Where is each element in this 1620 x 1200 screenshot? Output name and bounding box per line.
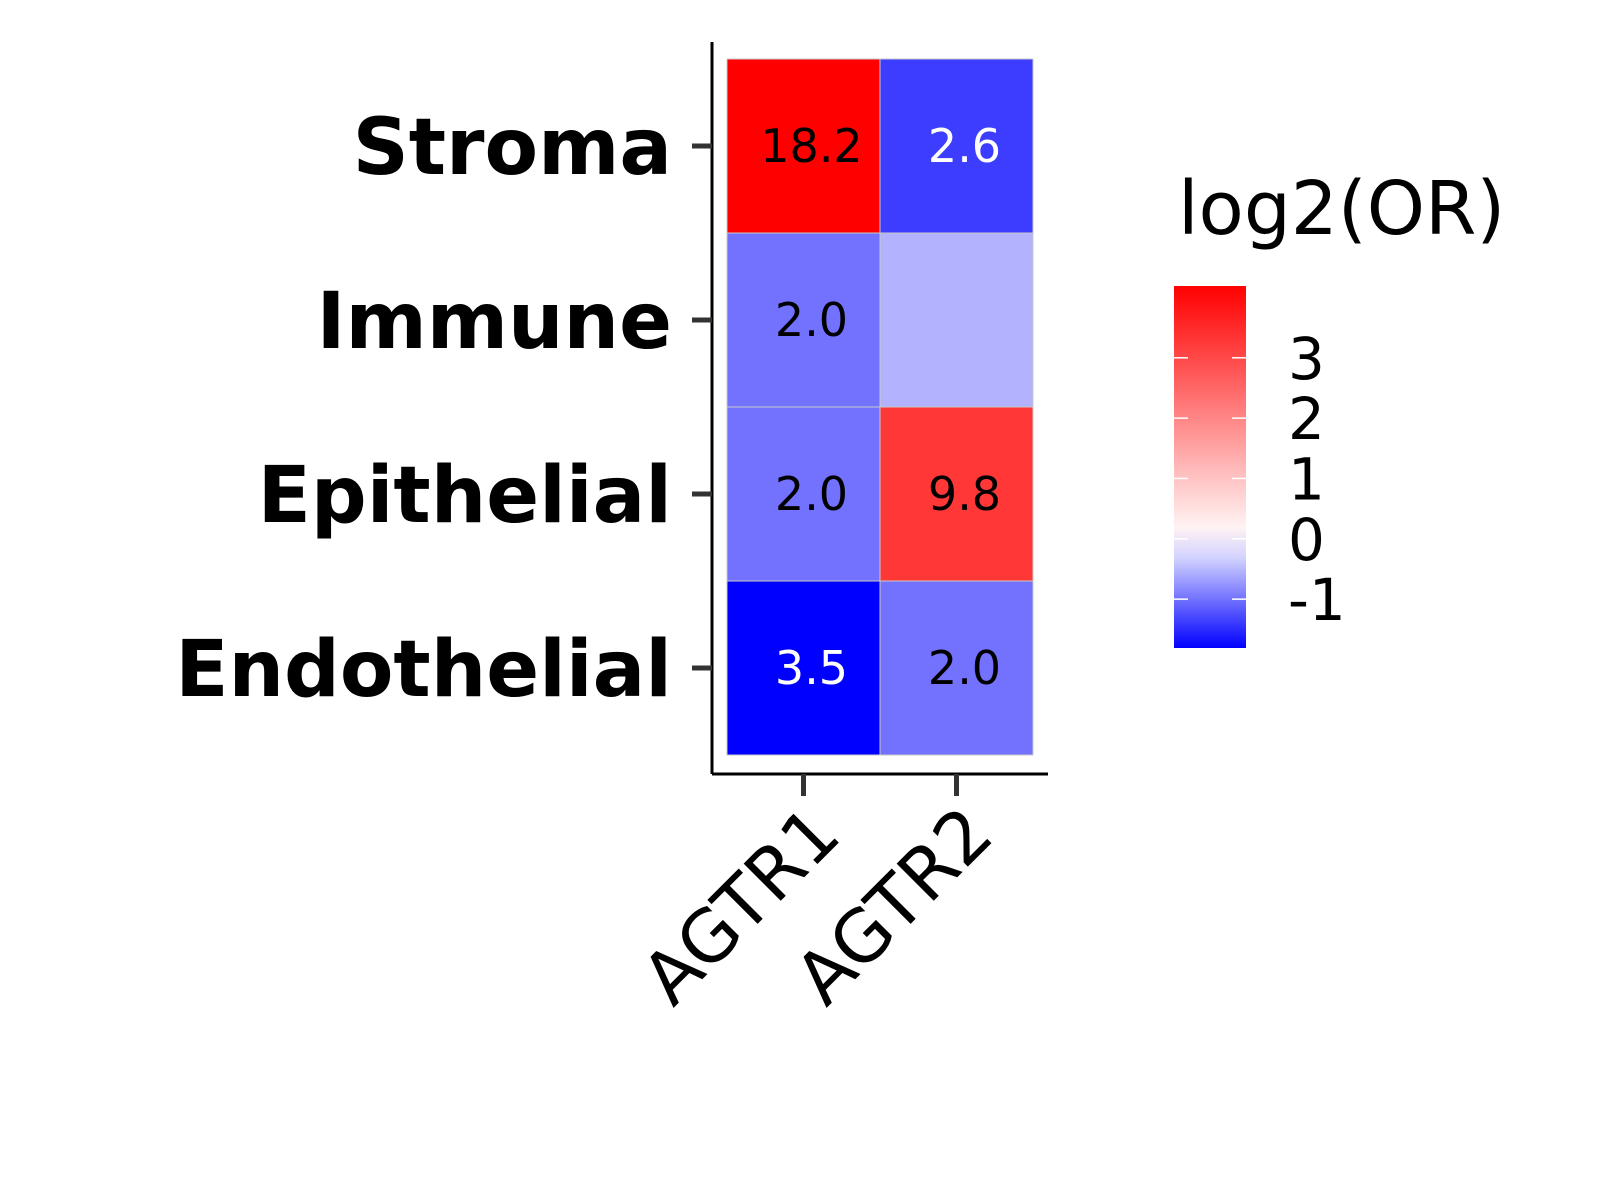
cell-value-label-endothelial-agtr2: 2.0 bbox=[928, 641, 1001, 695]
cell-value-label-epithelial-agtr2: 9.8 bbox=[928, 467, 1001, 521]
heatmap-cells: 18.2 2.6 2.0 2.0 9.8 3.5 2.0 bbox=[726, 58, 1034, 756]
heatmap-cell-stroma-agtr2 bbox=[879, 58, 1034, 234]
cell-value-label-immune-agtr1: 2.0 bbox=[775, 293, 848, 347]
heatmap-cell-endothelial-agtr1 bbox=[726, 580, 881, 756]
cell-value-label-endothelial-agtr1: 3.5 bbox=[775, 641, 848, 695]
cell-value-label-stroma-agtr1: 18.2 bbox=[760, 119, 862, 173]
y-tick-label-epithelial: Epithelial bbox=[258, 451, 672, 541]
legend-title: log2(OR) bbox=[1178, 166, 1505, 252]
heatmap-cell-stroma-agtr1 bbox=[726, 58, 881, 234]
cell-value-label-stroma-agtr2: 2.6 bbox=[928, 119, 1001, 173]
legend-tick-label: 2 bbox=[1288, 385, 1325, 453]
legend-tick-label: 0 bbox=[1288, 506, 1325, 574]
heatmap-cell-epithelial-agtr1 bbox=[726, 406, 881, 582]
legend-tick-label: -1 bbox=[1288, 566, 1346, 634]
heatmap-cell-immune-agtr2 bbox=[879, 232, 1034, 408]
legend-color-bar bbox=[1174, 286, 1246, 648]
y-tick-label-endothelial: Endothelial bbox=[175, 625, 672, 715]
legend-tick-label: 3 bbox=[1288, 325, 1325, 393]
y-tick-label-stroma: Stroma bbox=[353, 103, 672, 193]
y-tick-label-immune: Immune bbox=[316, 277, 672, 367]
cell-value-label-epithelial-agtr1: 2.0 bbox=[775, 467, 848, 521]
heatmap-cell-immune-agtr1 bbox=[726, 232, 881, 408]
heatmap-cell-epithelial-agtr2 bbox=[879, 406, 1034, 582]
legend-tick-label: 1 bbox=[1288, 445, 1325, 513]
axes bbox=[710, 42, 1048, 776]
heatmap-cell-endothelial-agtr2 bbox=[879, 580, 1034, 756]
y-axis-labels: Stroma Immune Epithelial Endothelial bbox=[175, 103, 712, 715]
